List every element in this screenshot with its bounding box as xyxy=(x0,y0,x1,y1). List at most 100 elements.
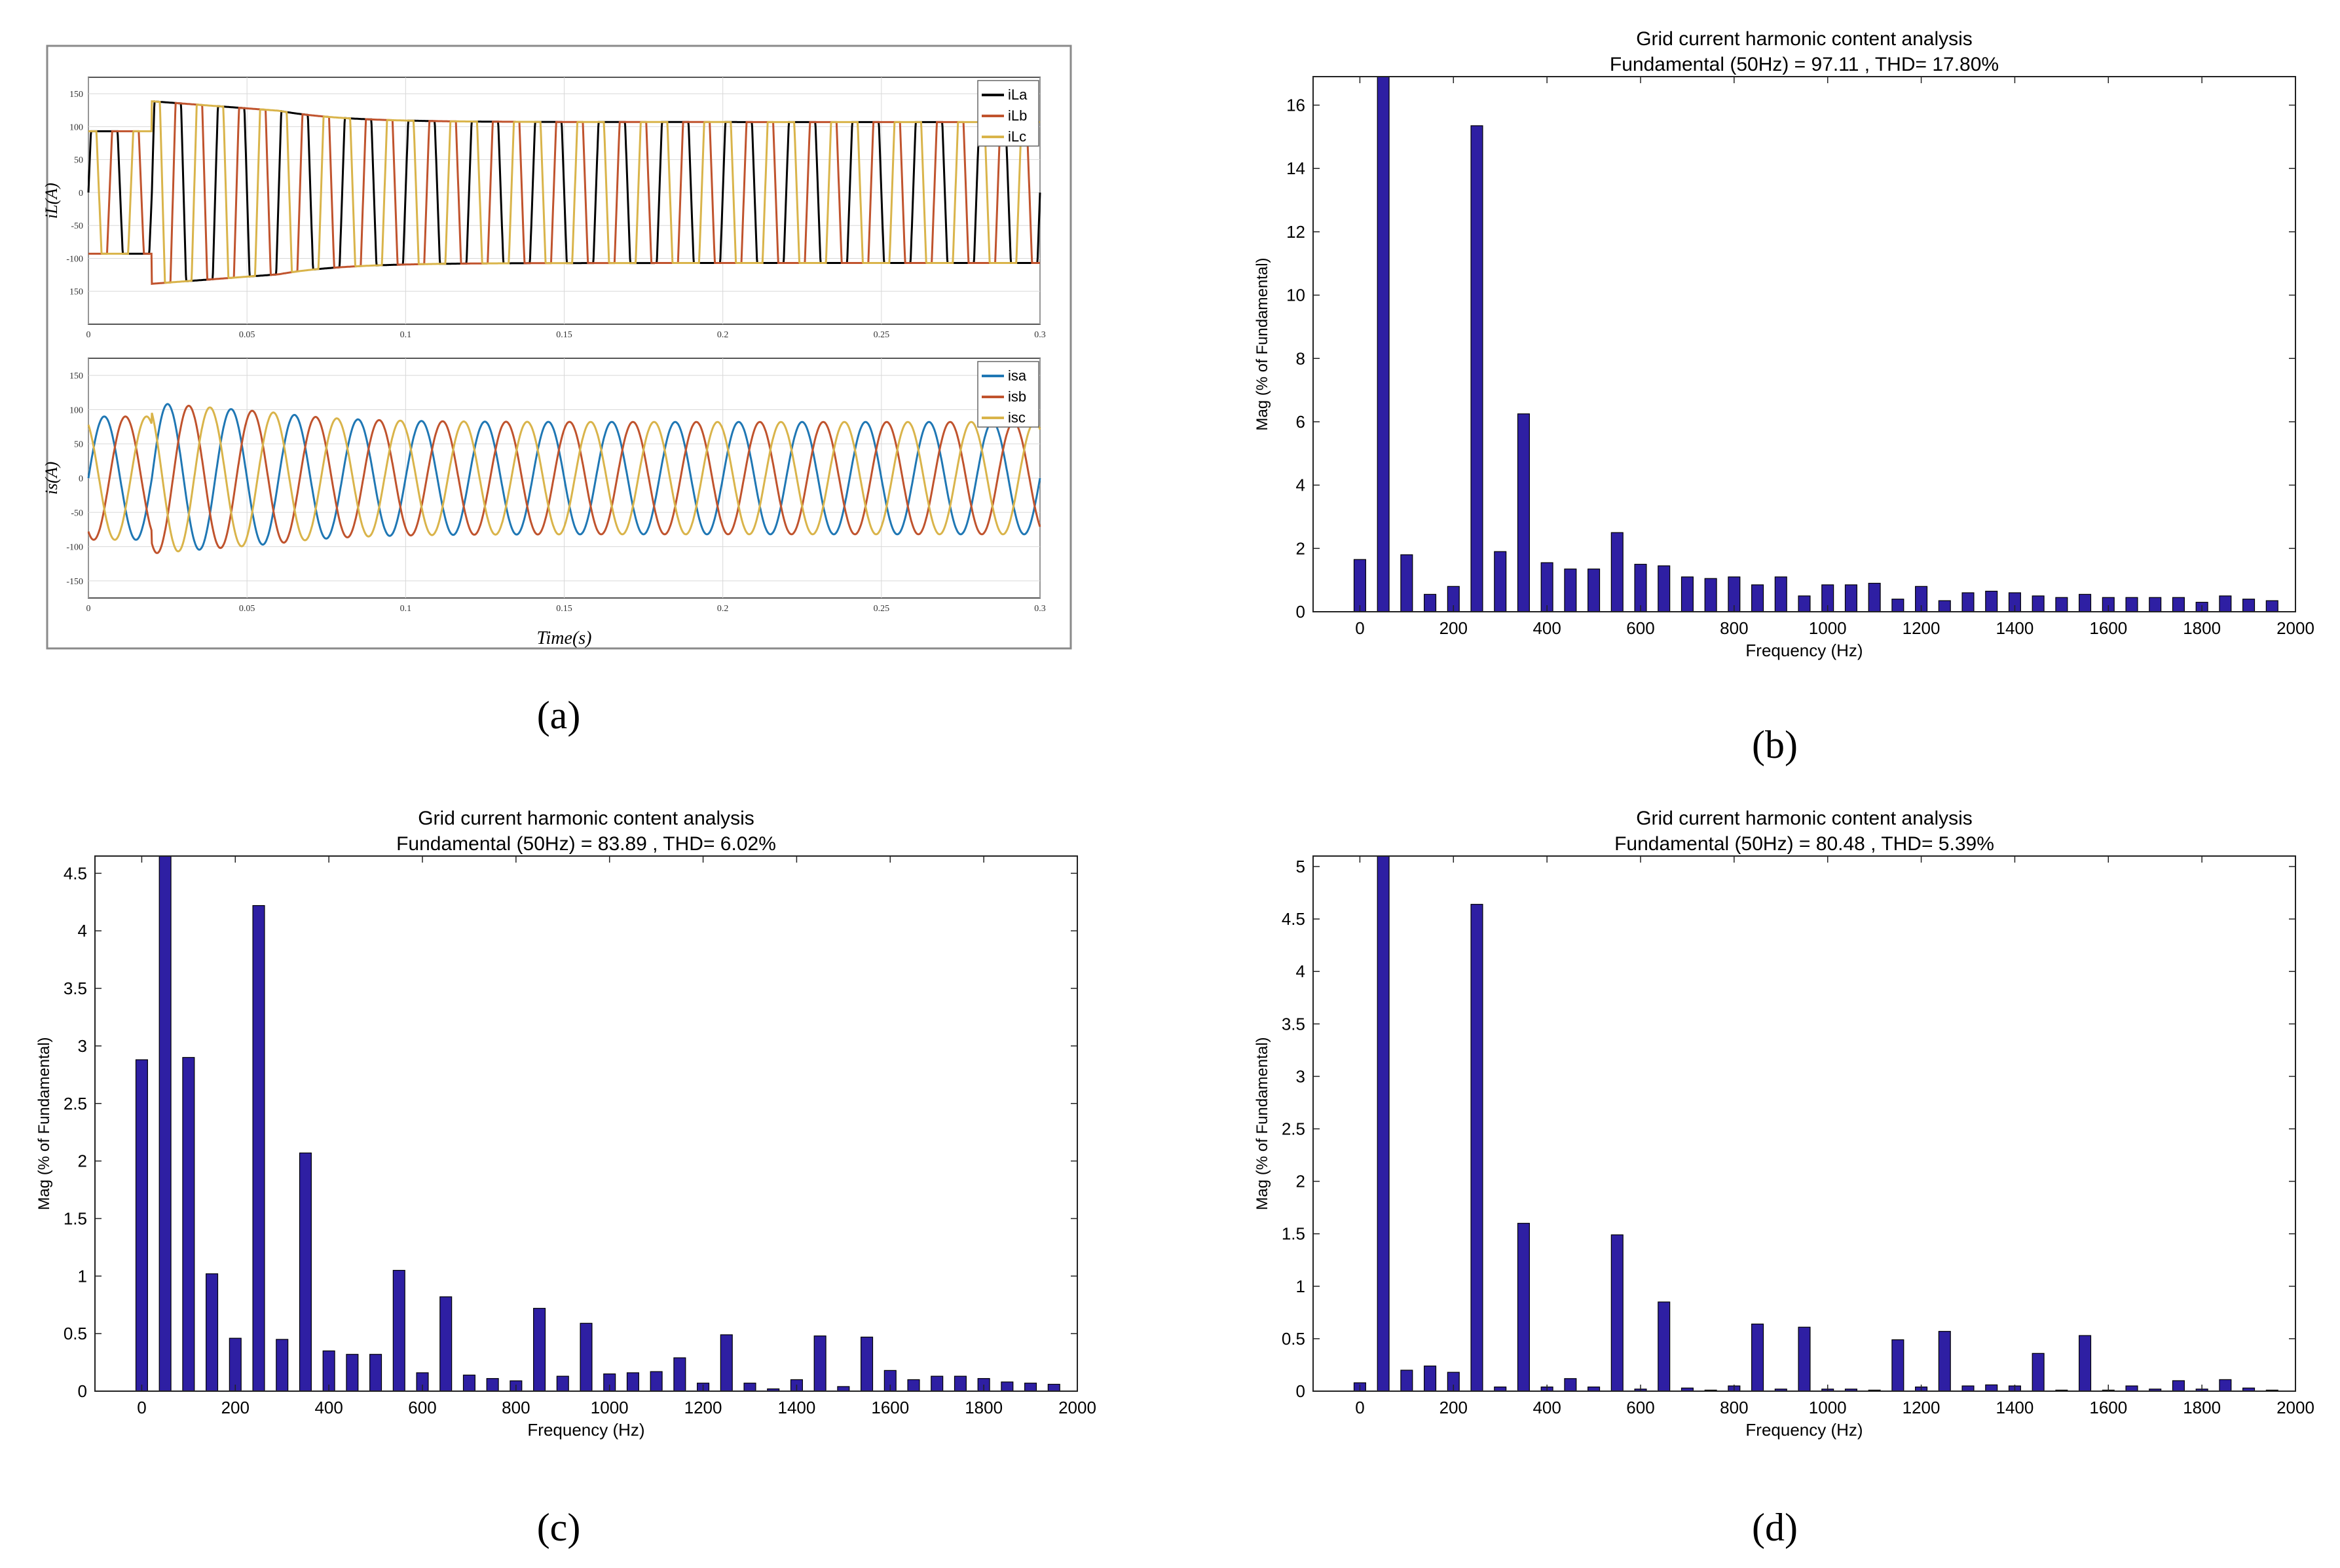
panel-d-label: (d) xyxy=(1752,1506,1798,1549)
x-tick-label: 1200 xyxy=(1903,618,1941,638)
x-tick-label: 600 xyxy=(1626,1398,1654,1417)
y-tick-label: 2 xyxy=(78,1151,87,1171)
harmonic-bar xyxy=(1517,413,1530,612)
harmonic-bar xyxy=(1961,1385,1975,1392)
legend-label: isa xyxy=(1008,367,1027,384)
y-tick-label: -100 xyxy=(66,543,83,553)
harmonic-bar xyxy=(2219,1379,2232,1392)
harmonic-bar xyxy=(1470,125,1483,612)
load-current-plot: 0 0.05 0.1 0.15 0.2 0.25 0.3 150 100 50 0 -50 -100 15… xyxy=(42,77,1046,340)
x-tick-label: 800 xyxy=(502,1398,530,1417)
y-tick-label: 0.5 xyxy=(1282,1329,1305,1349)
y-tick-label: 6 xyxy=(1296,412,1305,432)
harmonic-bar xyxy=(1985,1384,1998,1392)
harmonic-bar xyxy=(837,1386,850,1392)
y-tick-label: 5 xyxy=(1296,857,1305,876)
harmonic-bar xyxy=(1985,590,1998,612)
harmonic-bar xyxy=(1400,1370,1413,1392)
y-tick-label: 0 xyxy=(79,189,83,198)
x-tick-label: 2000 xyxy=(2276,618,2314,638)
legend-label: iLb xyxy=(1008,107,1027,124)
harmonic-bar xyxy=(743,1383,756,1392)
y-tick-label: 8 xyxy=(1296,348,1305,368)
y-tick-label: 2 xyxy=(1296,538,1305,558)
harmonic-bar xyxy=(954,1375,967,1392)
harmonic-bar xyxy=(1634,563,1647,612)
plot-frame xyxy=(1312,76,2296,612)
harmonic-bar xyxy=(931,1375,944,1392)
plot-area xyxy=(95,856,1077,1391)
panel-a-label: (a) xyxy=(537,694,581,737)
x-tick-label: 0.15 xyxy=(556,330,572,340)
harmonic-bar xyxy=(1517,1223,1530,1392)
x-tick-label: 1800 xyxy=(965,1398,1003,1417)
x-tick-label: 1400 xyxy=(778,1398,816,1417)
legend-box xyxy=(977,361,1039,428)
harmonic-bar xyxy=(2172,597,2185,612)
harmonic-bar xyxy=(533,1307,546,1392)
y-tick-label: 0 xyxy=(1296,1381,1305,1401)
harmonic-bar xyxy=(1564,1378,1577,1392)
x-tick-label: 200 xyxy=(221,1398,250,1417)
x-tick-label: 400 xyxy=(314,1398,343,1417)
harmonic-bar xyxy=(1798,1326,1811,1392)
harmonic-bar xyxy=(2079,593,2092,612)
harmonic-bar xyxy=(2032,1353,2045,1392)
plot-frame xyxy=(94,855,1078,1392)
x-axis-label: Frequency (Hz) xyxy=(527,1420,644,1440)
harmonic-bar xyxy=(1424,1365,1437,1392)
panel-c-label: (c) xyxy=(537,1506,581,1549)
harmonic-bar xyxy=(206,1273,219,1392)
harmonic-bar xyxy=(650,1371,663,1392)
harmonic-bar xyxy=(861,1336,874,1392)
harmonic-bar xyxy=(1047,1383,1060,1392)
harmonic-bar xyxy=(1891,599,1904,612)
panel-b-label: (b) xyxy=(1752,723,1798,766)
x-tick-label: 1000 xyxy=(1809,618,1847,638)
harmonic-bar xyxy=(229,1337,242,1392)
y-axis-label: Mag (% of Fundamental) xyxy=(35,1037,53,1210)
y-tick-label: 150 xyxy=(69,288,83,297)
x-tick-label: 1400 xyxy=(1996,1398,2034,1417)
y-axis-label: Mag (% of Fundamental) xyxy=(1254,1037,1271,1210)
harmonic-bar xyxy=(1400,554,1413,612)
y-tick-label: -150 xyxy=(66,577,83,587)
x-tick-label: 0.1 xyxy=(400,330,412,340)
x-tick-label: 1800 xyxy=(2183,618,2221,638)
x-tick-label: 0.15 xyxy=(556,604,572,614)
chart-title: Grid current harmonic content analysis xyxy=(1636,28,1973,50)
harmonic-bar xyxy=(252,905,265,1392)
harmonic-spectrum-d: Grid current harmonic content analysis Fu… xyxy=(1254,808,2314,1440)
harmonic-bar xyxy=(439,1296,453,1392)
y-tick-label: 3 xyxy=(1296,1066,1305,1086)
harmonic-bar xyxy=(1658,1301,1671,1392)
x-tick-label: 400 xyxy=(1532,618,1561,638)
x-tick-label: 1200 xyxy=(1903,1398,1941,1417)
x-tick-label: 0.25 xyxy=(874,330,890,340)
waveform-iLa xyxy=(87,100,1041,282)
y-tick-label: 0 xyxy=(1296,602,1305,622)
y-tick-label: 4 xyxy=(1296,476,1305,495)
x-tick-label: 1000 xyxy=(591,1398,629,1417)
y-tick-label: 1.5 xyxy=(64,1208,87,1228)
x-tick-label: 0.25 xyxy=(874,604,890,614)
x-tick-label: 1600 xyxy=(2089,1398,2127,1417)
harmonic-bar xyxy=(1001,1381,1014,1392)
y-tick-label: 12 xyxy=(1286,222,1305,242)
harmonic-bar xyxy=(580,1322,593,1392)
x-tick-label: 0.05 xyxy=(239,604,255,614)
chart-subtitle: Fundamental (50Hz) = 80.48 , THD= 5.39% xyxy=(1614,833,1994,855)
y-tick-label: 2.5 xyxy=(1282,1119,1305,1139)
x-tick-label: 0.05 xyxy=(239,330,255,340)
x-tick-label: 200 xyxy=(1439,1398,1468,1417)
x-tick-label: 800 xyxy=(1720,1398,1748,1417)
x-tick-label: 0 xyxy=(86,330,91,340)
x-tick-label: 0 xyxy=(1355,1398,1364,1417)
x-tick-label: 800 xyxy=(1720,618,1748,638)
harmonic-bar xyxy=(158,855,172,1392)
y-tick-label: 4 xyxy=(78,921,87,941)
harmonic-bar xyxy=(2219,595,2232,612)
y-tick-label: 100 xyxy=(69,405,83,415)
plot-frame xyxy=(1312,855,2296,1392)
harmonic-bar xyxy=(1751,1323,1764,1392)
